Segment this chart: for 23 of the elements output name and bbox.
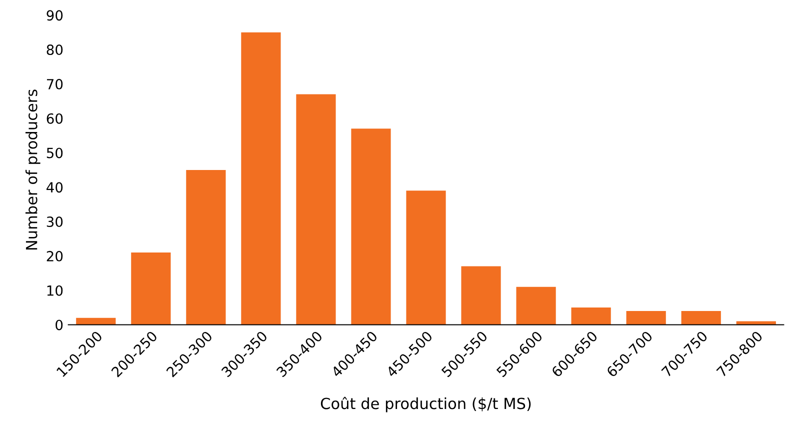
bar	[681, 310, 721, 325]
bar	[626, 310, 666, 325]
y-tick-label: 70	[46, 78, 63, 90]
y-tick-label: 80	[46, 44, 63, 56]
bar	[351, 128, 391, 325]
bar	[131, 252, 171, 325]
y-tick-label: 50	[46, 148, 63, 158]
y-axis-title: Number of producers	[26, 90, 40, 250]
y-tick-label: 60	[46, 113, 63, 124]
bar	[516, 286, 556, 325]
bar	[296, 94, 336, 325]
y-tick-label: 0	[56, 320, 63, 330]
bar	[406, 190, 446, 325]
y-tick-label: 30	[46, 216, 63, 228]
bar	[186, 170, 226, 325]
y-tick-label: 20	[46, 250, 63, 262]
bar	[571, 308, 611, 325]
bar	[461, 266, 501, 325]
y-tick-label: 10	[47, 285, 63, 296]
y-tick-label: 40	[46, 182, 63, 193]
bar	[241, 32, 281, 325]
x-axis-title: Coût de production ($/t MS)	[320, 396, 531, 412]
y-tick-label: 90	[46, 10, 63, 21]
